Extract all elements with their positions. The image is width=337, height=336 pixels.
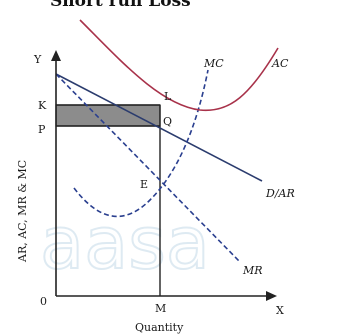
point-p-label: P — [38, 123, 46, 136]
point-e-label: E — [140, 178, 148, 191]
demand-ar-curve — [55, 73, 263, 182]
point-q-label: Q — [163, 115, 172, 128]
mr-label: MR — [242, 264, 263, 277]
x-axis-symbol: X — [276, 304, 284, 317]
y-axis-symbol: Y — [33, 53, 42, 66]
origin-label: 0 — [40, 295, 47, 308]
mc-curve — [73, 69, 209, 218]
y-axis-arrow — [51, 50, 61, 61]
y-axis-label: AR, AC, MR & MC — [16, 160, 29, 263]
mr-curve — [55, 73, 241, 263]
point-m-label: M — [155, 302, 166, 315]
watermark: aasa — [40, 201, 210, 285]
demand-ar-label: D/AR — [265, 187, 295, 200]
point-k-label: K — [38, 99, 47, 112]
ac-curve — [79, 19, 279, 112]
mc-label: MC — [203, 57, 224, 70]
point-l-label: L — [164, 90, 172, 103]
loss-area — [55, 104, 161, 127]
ac-label: AC — [271, 57, 289, 70]
x-axis-label: Quantity — [135, 321, 184, 334]
x-axis-arrow — [266, 291, 277, 301]
diagram-title: Short run Loss — [50, 0, 191, 11]
